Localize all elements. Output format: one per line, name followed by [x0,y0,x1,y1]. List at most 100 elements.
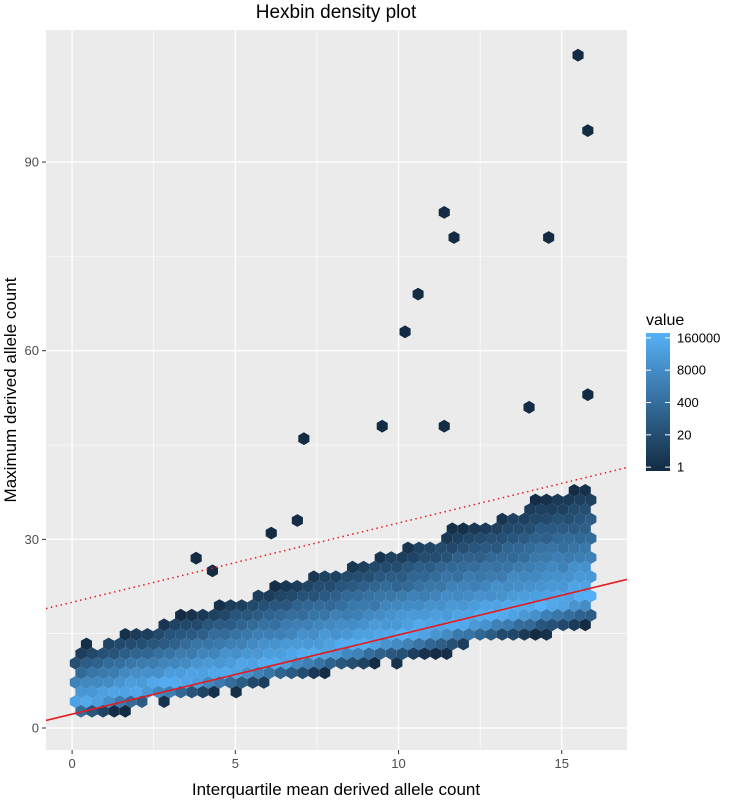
hexbin [413,637,425,651]
hexbin [69,695,81,708]
hexbin [568,560,580,574]
hexbin [297,589,309,603]
hexbin [485,570,497,584]
hexbin [546,599,558,612]
hexbin [480,560,492,574]
hexbin [219,628,231,641]
hexbin [374,608,386,622]
hexbin [114,637,126,651]
hexbin [491,599,503,612]
hexbin [385,608,397,622]
hexbin [225,676,237,689]
hexbin [297,608,309,622]
hexbin [363,647,375,660]
hexbin [313,599,325,612]
hexbin [197,647,209,660]
hexbin [186,647,198,660]
hexbin [457,580,469,593]
x-tick-label: 15 [554,756,568,771]
hexbin [435,599,447,612]
hexbin [164,628,176,641]
hexbin [125,676,137,689]
hexbin [136,637,148,651]
hexbin [363,628,375,641]
hexbin [247,618,259,632]
hexbin [92,676,104,689]
hexbin [280,656,292,670]
hexbin [568,580,580,593]
hexbin [352,647,364,660]
hexbin [258,618,270,632]
hexbin [380,580,392,593]
hexbin [241,628,253,641]
hexbin [480,522,492,536]
hexbin [430,647,442,660]
hexbin [147,676,159,689]
hexbin [86,666,98,680]
hexbin [247,599,259,612]
hexbin [480,618,492,632]
hexbin [402,560,414,574]
hexbin [341,608,353,622]
hexbin [291,637,303,651]
hexbin [524,522,536,536]
hexbin [385,647,397,660]
hexbin [457,541,469,555]
hexbin [175,608,187,622]
hexbin [352,628,364,641]
hexbin [502,522,514,536]
hexbin [402,618,414,632]
hexbin [141,647,153,660]
hexbin [213,599,225,612]
hexbin [191,676,203,689]
hexbin [180,637,192,651]
hexbin [396,570,408,584]
hexbin [153,647,165,660]
hexbin [324,599,336,612]
hexbin [130,666,142,680]
hexbin [396,647,408,660]
hexbin [286,608,298,622]
hexbin [572,48,584,62]
hexbin [225,637,237,651]
hexbin [579,560,591,574]
hexbin [579,522,591,536]
hexbin [579,503,591,516]
hexbin [119,666,131,680]
hexbin [219,647,231,660]
hexbin [119,685,131,699]
hexbin [557,522,569,536]
hexbin [297,666,309,680]
hexbin [557,580,569,593]
hexbin [114,656,126,670]
hexbin [319,608,331,622]
hexbin [125,695,137,708]
hexbin [457,637,469,651]
hexbin [457,599,469,612]
hexbin [358,656,370,670]
hexbin [412,287,424,301]
hexbin [92,656,104,670]
hexbin [313,618,325,632]
hexbin [324,637,336,651]
hexbin [252,589,264,603]
hexbin [263,608,275,622]
hexbin [108,685,120,699]
hexbin [369,618,381,632]
hexbin [230,666,242,680]
hexbin [424,637,436,651]
hexbin [552,512,564,526]
hexbin [524,503,536,516]
hexbin [391,599,403,612]
hexbin [191,618,203,632]
hexbin [563,532,575,545]
hexbin [274,628,286,641]
hexbin [524,618,536,632]
hexbin [280,618,292,632]
hexbin [568,522,580,536]
hexbin [541,512,552,526]
hexbin [324,656,336,670]
hexbin [180,656,192,670]
hexbin [541,493,552,507]
hexbin [441,589,453,603]
